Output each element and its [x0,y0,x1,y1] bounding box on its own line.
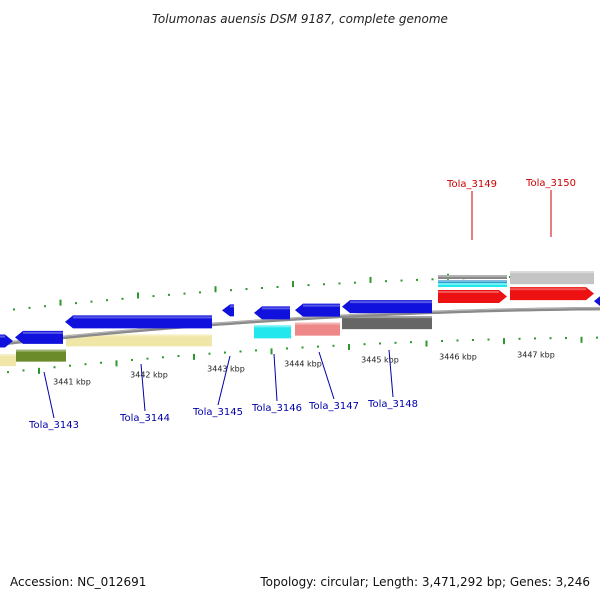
gene-arrow [222,304,234,317]
gene-label-tola-3146: Tola_3146 [251,403,302,414]
genome-backbone [0,306,600,346]
kbp-label: 3442 kbp [130,370,168,379]
gene-arrow-shine [73,316,212,319]
label-leader-line [217,355,231,406]
gene-arrow [295,303,340,317]
gene-arrow [342,300,432,314]
kbp-scale-labels: 3441 kbp 3442 kbp 3443 kbp 3444 kbp 3445 kbp… [53,350,555,386]
label-leader-line [318,351,335,400]
gene-arrow-shine [262,307,290,310]
label-leader-line [43,371,55,419]
kbp-label: 3447 kbp [517,350,555,359]
cyan-track-segment [254,325,291,339]
gene-label-tola-3150: Tola_3150 [525,178,576,189]
gene-arrow-shine [230,305,234,308]
gene-label-tola-3143: Tola_3143 [28,420,79,431]
grey-track-segment [342,316,432,330]
gene-arrow [254,306,290,320]
pink-track-segment [295,322,340,336]
gene-label-tola-3149: Tola_3149 [446,179,497,190]
cyan-stripe-shine [438,283,507,286]
gene-arrow-red [510,287,594,301]
kbp-label: 3443 kbp [207,364,245,373]
feature-tracks [0,271,594,367]
gene-arrow-shine [303,304,340,307]
label-leader-line [273,353,278,402]
kbp-label: 3444 kbp [284,359,322,368]
lower-tick-row [7,336,598,374]
label-leader-line [388,349,394,398]
kbp-label: 3441 kbp [53,378,91,387]
yellow-track-segment [66,334,212,347]
gene-arrow-shine [23,331,63,334]
gene-label-tola-3147: Tola_3147 [308,401,359,412]
label-leader-line [140,363,146,412]
grey-stripe-top-shine [438,275,507,278]
gene-features [0,287,600,348]
backbone-highlight [0,307,600,344]
topology-text: Topology: circular; Length: 3,471,292 bp… [260,575,590,589]
backbone-line [0,306,600,346]
yellow-track-segment-shine [66,334,212,337]
pink-track-segment-shine [295,322,340,325]
gene-label-tola-3145: Tola_3145 [192,407,243,418]
blue-stripe-shine [438,280,507,283]
kbp-label: 3446 kbp [439,352,477,361]
yellow-track-segment [0,354,16,367]
gene-arrow-red-shine [438,291,499,294]
gene-arrow [594,296,600,306]
yellow-track-segment-shine [0,354,16,357]
blue-stripe [438,280,507,284]
gene-arrow [65,315,212,329]
gene-arrow [0,334,13,348]
cyan-stripe [438,283,507,288]
grey-track-segment-shine [342,316,432,319]
grey-stripe-top [438,275,507,280]
kbp-label: 3445 kbp [361,355,399,364]
olive-track-segment-shine [16,349,66,352]
olive-track-segment [16,349,66,362]
gene-label-tola-3148: Tola_3148 [367,399,418,410]
gene-labels: Tola_3143 Tola_3144 Tola_3145 Tola_3146 Tola… [28,178,576,431]
cyan-track-segment-shine [254,325,291,328]
gene-arrow-shine [350,301,432,304]
gene-arrow-red-shine [510,288,586,291]
gene-arrow [15,330,63,344]
light-grey-track-segment [510,271,594,285]
light-grey-track-segment-shine [510,271,594,274]
accession-text: Accession: NC_012691 [10,575,147,589]
gene-arrow-red [438,290,507,304]
gene-arrow-shine [0,335,5,338]
gene-label-tola-3144: Tola_3144 [119,413,170,424]
map-title: Tolumonas auensis DSM 9187, complete gen… [152,12,448,26]
